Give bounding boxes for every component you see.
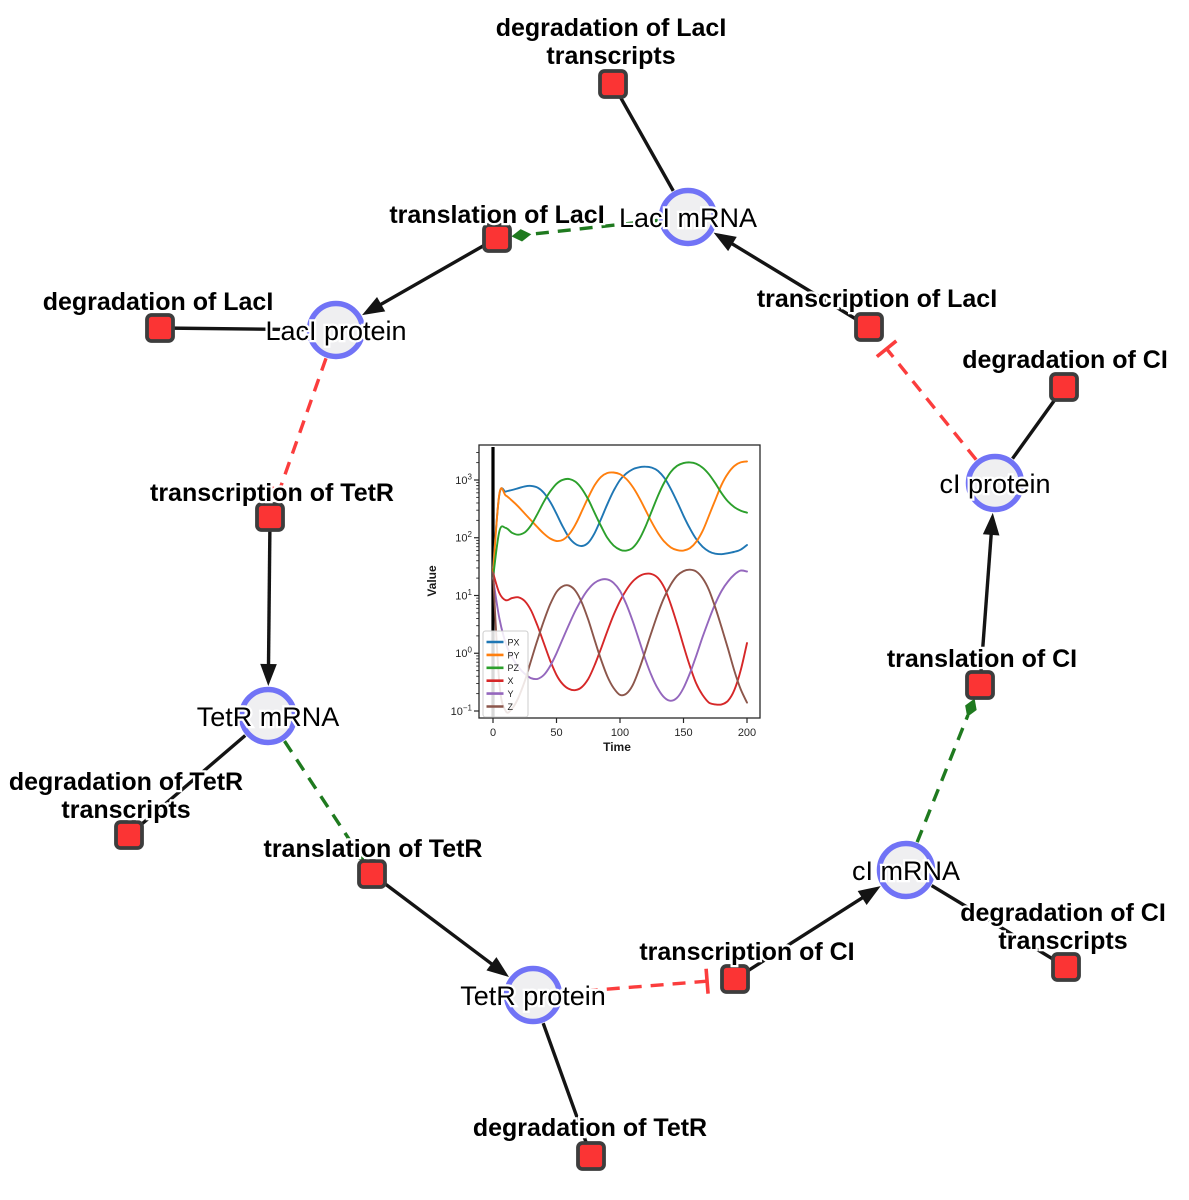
edge-production-transl_ci-ci_protein xyxy=(978,512,1000,686)
edges-layer xyxy=(127,83,1067,1157)
reaction-node-transl_tetr[interactable] xyxy=(357,859,387,889)
reaction-label-deg_tetr: degradation of TetR xyxy=(473,1114,707,1142)
reaction-node-deg_laci_tx[interactable] xyxy=(598,69,628,99)
edge-consumption-laci_mrna-deg_laci_tx xyxy=(611,83,675,192)
species-label-ci_protein: cI protein xyxy=(939,469,1050,499)
y-tick-label: 100 xyxy=(455,646,472,661)
reaction-label-transc_laci: transcription of LacI xyxy=(757,285,997,313)
legend-label-Y: Y xyxy=(508,689,514,699)
x-tick-label: 150 xyxy=(674,727,692,739)
species-label-ci_mrna: cI mRNA xyxy=(852,856,960,886)
x-tick-label: 200 xyxy=(738,727,756,739)
reaction-label-transl_ci: translation of CI xyxy=(887,645,1077,673)
species-node-ci_protein[interactable] xyxy=(965,453,1025,513)
series-line-Z xyxy=(492,568,748,714)
edge-production-transl_tetr-tetr_protein xyxy=(370,872,510,977)
species-node-tetr_mrna[interactable] xyxy=(238,686,298,746)
edge-consumption-laci_protein-deg_laci xyxy=(159,326,307,332)
edge-production-transc_tetr-tetr_mrna xyxy=(260,516,277,687)
series-line-Y xyxy=(492,569,748,702)
species-label-laci_protein: LacI protein xyxy=(265,316,406,346)
reaction-label-deg_tetr_tx: degradation of TetR transcripts xyxy=(9,768,243,824)
legend-label-PZ: PZ xyxy=(508,663,520,673)
edge-inhibition-tetr_protein-transc_ci xyxy=(562,968,710,995)
edge-modifier-tetr_mrna-transl_tetr xyxy=(283,740,365,862)
legend-label-Z: Z xyxy=(508,702,514,712)
labels-layer: degradation of LacI transcripts translatio… xyxy=(7,12,1170,1145)
axes-frame xyxy=(478,444,761,719)
x-tick-label: 50 xyxy=(550,727,562,739)
species-node-ci_mrna[interactable] xyxy=(876,840,936,900)
edge-consumption-tetr_protein-deg_tetr xyxy=(541,1022,593,1157)
y-tick-label: 10−1 xyxy=(451,703,473,718)
reaction-label-deg_laci: degradation of LacI xyxy=(43,288,274,316)
inset-plot: 103 102 101 100 10−1 0 50 100 150 200 PX PY PZ XYZ Ti… xyxy=(424,430,780,764)
reaction-label-transl_laci: translation of LacI xyxy=(389,201,604,229)
x-tick-label: 0 xyxy=(490,727,496,739)
reaction-label-transl_tetr: translation of TetR xyxy=(264,835,483,863)
edge-production-transc_laci-laci_mrna xyxy=(713,232,870,329)
species-node-laci_protein[interactable] xyxy=(306,300,366,360)
edge-production-transl_laci-laci_protein xyxy=(362,236,498,316)
species-label-tetr_protein: TetR protein xyxy=(460,981,606,1011)
series-line-PZ xyxy=(492,461,748,580)
reaction-label-deg_ci_tx: degradation of CI transcripts xyxy=(960,899,1166,955)
legend-box xyxy=(482,630,529,718)
reaction-label-transc_ci: transcription of CI xyxy=(639,938,854,966)
reaction-node-transl_laci[interactable] xyxy=(482,223,512,253)
series-line-X xyxy=(492,571,748,706)
reaction-node-transc_tetr[interactable] xyxy=(255,502,285,532)
edge-inhibition-laci_protein-transc_tetr xyxy=(266,357,328,497)
species-label-tetr_mrna: TetR mRNA xyxy=(197,702,340,732)
reaction-label-deg_laci_tx: degradation of LacI transcripts xyxy=(496,14,727,70)
edge-inhibition-ci_protein-transc_laci xyxy=(875,339,978,461)
edge-modifier-ci_mrna-transl_ci xyxy=(915,698,977,843)
series-line-PY xyxy=(492,460,748,574)
y-tick-label: 101 xyxy=(455,588,472,603)
chart-xlabel: Time xyxy=(603,740,631,754)
legend-label-PX: PX xyxy=(508,637,520,647)
reaction-node-deg_laci[interactable] xyxy=(145,313,175,343)
reaction-label-transc_tetr: transcription of TetR xyxy=(150,479,394,507)
reaction-node-transc_laci[interactable] xyxy=(854,312,884,342)
edge-consumption-ci_mrna-deg_ci_tx xyxy=(930,884,1067,969)
reaction-node-transl_ci[interactable] xyxy=(965,670,995,700)
edge-modifier-laci_mrna-transl_laci xyxy=(511,218,659,242)
y-tick-label: 103 xyxy=(455,472,472,487)
edge-consumption-tetr_mrna-deg_tetr_tx xyxy=(127,734,247,837)
reaction-label-deg_ci: degradation of CI xyxy=(962,346,1168,374)
legend-label-PY: PY xyxy=(508,650,520,660)
series-line-PX xyxy=(492,465,748,569)
legend-label-X: X xyxy=(508,676,514,686)
reaction-node-deg_tetr[interactable] xyxy=(576,1141,606,1171)
reaction-node-deg_ci[interactable] xyxy=(1049,372,1079,402)
inset-chart-content: 103 102 101 100 10−1 0 50 100 150 200 PX PY PZ XYZ xyxy=(451,444,761,739)
species-node-laci_mrna[interactable] xyxy=(658,187,718,247)
x-tick-label: 100 xyxy=(611,727,629,739)
reaction-node-deg_tetr_tx[interactable] xyxy=(114,820,144,850)
chart-legend: PX PY PZ XYZ xyxy=(482,630,529,718)
edge-production-transc_ci-ci_mrna xyxy=(734,886,881,981)
nodes-layer xyxy=(114,69,1081,1171)
reaction-node-transc_ci[interactable] xyxy=(720,964,750,994)
species-node-tetr_protein[interactable] xyxy=(503,965,563,1025)
y-tick-label: 102 xyxy=(455,530,472,545)
species-label-laci_mrna: LacI mRNA xyxy=(619,203,757,233)
reaction-node-deg_ci_tx[interactable] xyxy=(1051,952,1081,982)
chart-ylabel: Value xyxy=(425,565,439,597)
